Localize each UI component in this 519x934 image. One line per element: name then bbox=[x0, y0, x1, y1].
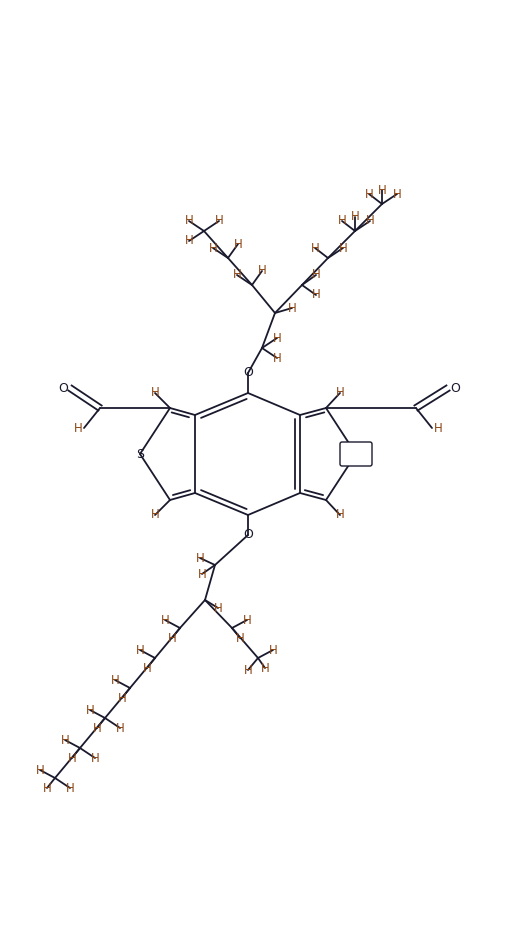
Text: H: H bbox=[311, 242, 319, 254]
Text: H: H bbox=[365, 215, 374, 228]
Text: H: H bbox=[288, 302, 296, 315]
Text: H: H bbox=[151, 387, 159, 400]
Text: H: H bbox=[311, 289, 320, 302]
Text: H: H bbox=[434, 421, 442, 434]
Text: H: H bbox=[393, 188, 401, 201]
Text: S: S bbox=[352, 447, 360, 460]
Text: H: H bbox=[118, 691, 126, 704]
Text: H: H bbox=[185, 215, 194, 228]
Text: H: H bbox=[168, 631, 176, 644]
Text: H: H bbox=[261, 661, 269, 674]
Text: H: H bbox=[65, 782, 74, 795]
Text: H: H bbox=[257, 264, 266, 277]
Text: H: H bbox=[336, 387, 345, 400]
Text: H: H bbox=[151, 508, 159, 521]
Text: H: H bbox=[233, 268, 241, 281]
Text: H: H bbox=[74, 421, 83, 434]
Text: S: S bbox=[136, 447, 144, 460]
Text: O: O bbox=[450, 381, 460, 394]
Text: H: H bbox=[214, 601, 222, 615]
Text: O: O bbox=[243, 529, 253, 542]
Text: H: H bbox=[338, 242, 347, 254]
Text: H: H bbox=[92, 721, 101, 734]
Text: H: H bbox=[111, 673, 119, 686]
Text: H: H bbox=[215, 215, 223, 228]
Text: H: H bbox=[86, 703, 94, 716]
Text: H: H bbox=[336, 508, 345, 521]
Text: O: O bbox=[58, 381, 68, 394]
Text: H: H bbox=[338, 215, 346, 228]
Text: H: H bbox=[36, 763, 45, 776]
Text: H: H bbox=[43, 782, 51, 795]
Text: H: H bbox=[160, 614, 169, 627]
Text: H: H bbox=[143, 661, 152, 674]
Text: H: H bbox=[272, 351, 281, 364]
Text: H: H bbox=[242, 614, 251, 627]
Text: H: H bbox=[198, 568, 207, 581]
Text: H: H bbox=[351, 210, 359, 223]
Text: H: H bbox=[243, 663, 252, 676]
Text: H: H bbox=[378, 183, 386, 196]
Text: H: H bbox=[135, 644, 144, 657]
Text: H: H bbox=[67, 752, 76, 765]
Text: H: H bbox=[269, 644, 277, 657]
Text: H: H bbox=[365, 188, 373, 201]
Text: H: H bbox=[236, 631, 244, 644]
FancyBboxPatch shape bbox=[340, 442, 372, 466]
Text: H: H bbox=[91, 752, 99, 765]
Text: H: H bbox=[116, 721, 125, 734]
Text: H: H bbox=[61, 733, 70, 746]
Text: H: H bbox=[311, 268, 320, 281]
Text: H: H bbox=[272, 332, 281, 345]
Text: H: H bbox=[209, 242, 217, 254]
Text: H: H bbox=[185, 234, 194, 248]
Text: H: H bbox=[196, 551, 204, 564]
Text: H: H bbox=[234, 237, 242, 250]
Text: O: O bbox=[243, 366, 253, 379]
